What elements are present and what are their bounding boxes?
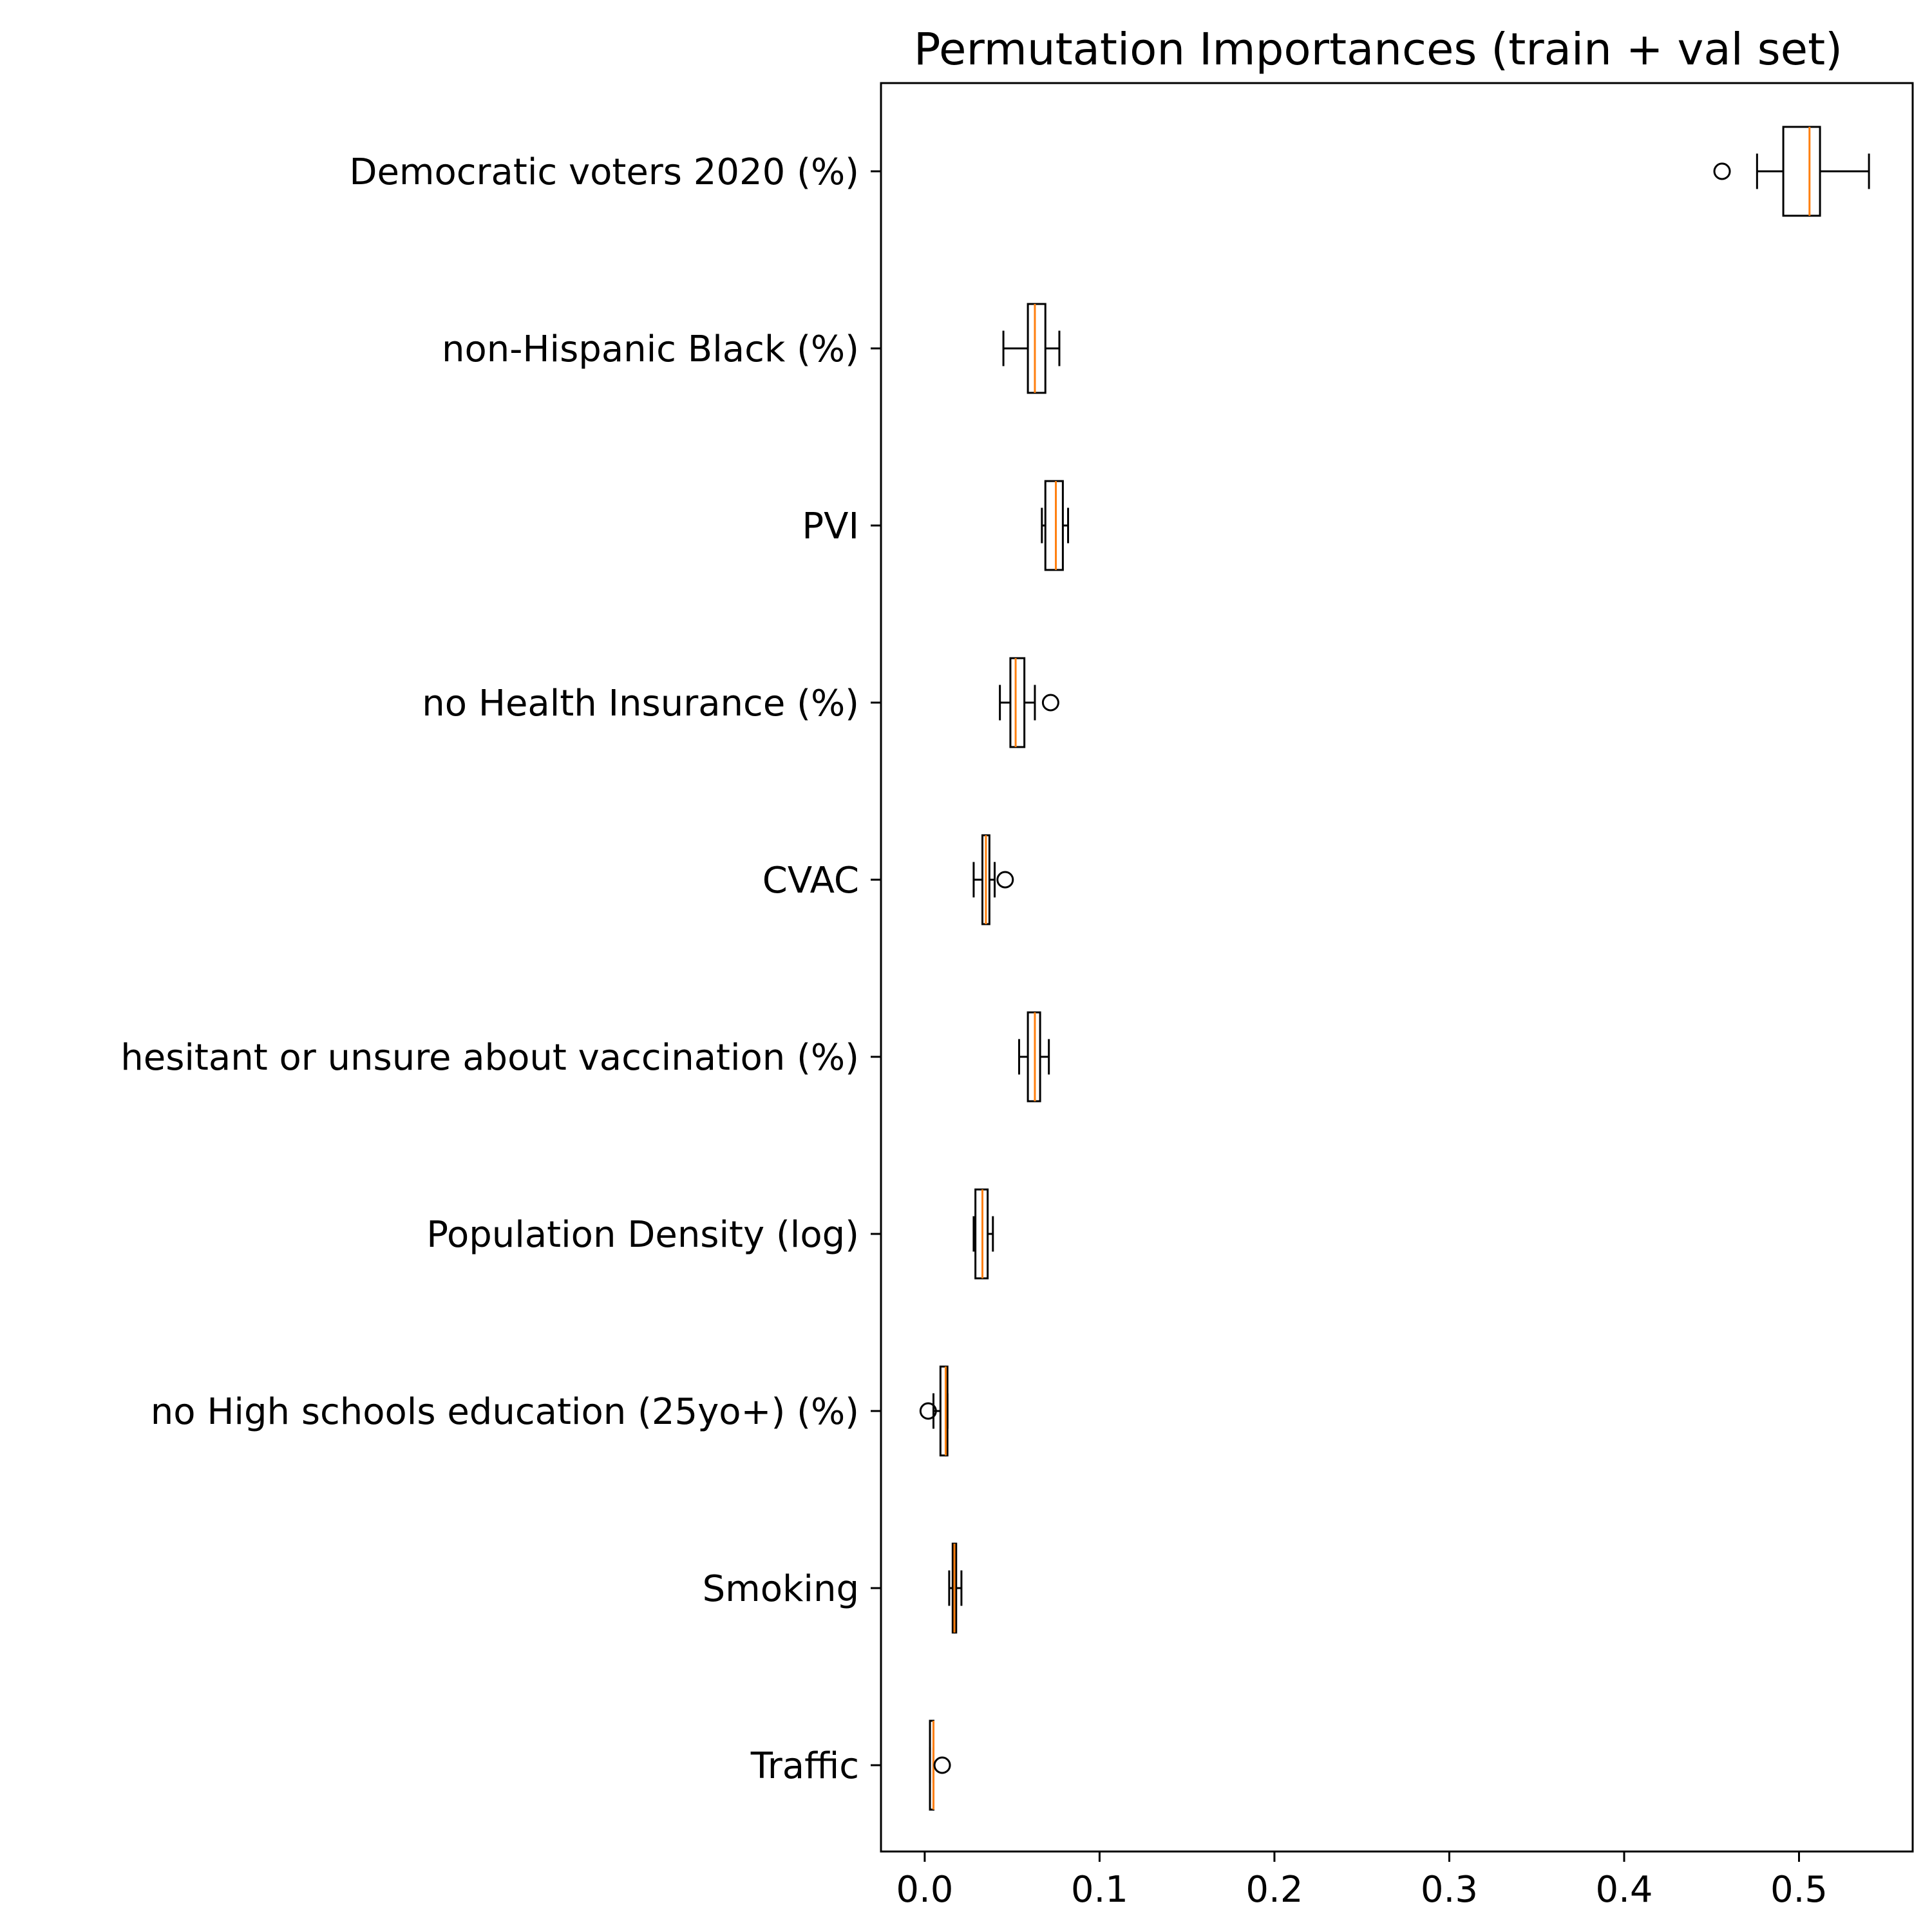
box-group — [999, 657, 1059, 748]
plot-area: 0.0 0.1 0.2 0.3 0.4 0.5 Democratic voters 2020… — [120, 82, 1914, 1911]
box-iqr — [1027, 303, 1046, 394]
outlier-point — [1041, 694, 1059, 712]
box-iqr — [1044, 480, 1064, 571]
y-tick-label: Democratic voters 2020 (%) — [349, 151, 859, 193]
y-tick-label: non-Hispanic Black (%) — [442, 328, 859, 370]
x-tick-label: 0.0 — [896, 1869, 953, 1911]
y-tick-label: Smoking — [703, 1568, 859, 1610]
box-iqr — [1782, 126, 1821, 217]
chart-title: Permutation Importances (train + val set… — [914, 24, 1842, 75]
x-tick-label: 0.3 — [1421, 1869, 1478, 1911]
box-group — [948, 1542, 963, 1634]
box-group — [1002, 303, 1061, 394]
outlier-point — [919, 1402, 937, 1420]
outlier-point — [1713, 162, 1731, 180]
x-tick-label: 0.4 — [1595, 1869, 1653, 1911]
box-group — [972, 834, 1014, 925]
outlier-point — [933, 1756, 951, 1774]
y-tick-label: Traffic — [750, 1745, 859, 1787]
y-tick-label: no Health Insurance (%) — [422, 683, 859, 724]
y-tick-label: CVAC — [762, 860, 859, 902]
box-group — [929, 1719, 951, 1811]
y-tick-label: no High schools education (25yo+) (%) — [151, 1391, 859, 1433]
axes-frame — [880, 82, 1914, 1853]
y-tick-label: PVI — [802, 506, 859, 547]
box-group — [1713, 126, 1870, 217]
x-tick-label: 0.2 — [1245, 1869, 1303, 1911]
box-iqr — [939, 1365, 949, 1457]
y-tick-label: Population Density (log) — [426, 1214, 859, 1256]
box-iqr — [1009, 657, 1026, 748]
box-group — [972, 1188, 994, 1280]
y-tick-label: hesitant or unsure about vaccination (%) — [120, 1037, 859, 1079]
box-group — [1041, 480, 1070, 571]
outlier-point — [996, 871, 1014, 889]
box-group — [1018, 1011, 1050, 1103]
box-group — [919, 1365, 949, 1457]
x-tick-label: 0.1 — [1071, 1869, 1128, 1911]
x-tick-label: 0.5 — [1770, 1869, 1828, 1911]
